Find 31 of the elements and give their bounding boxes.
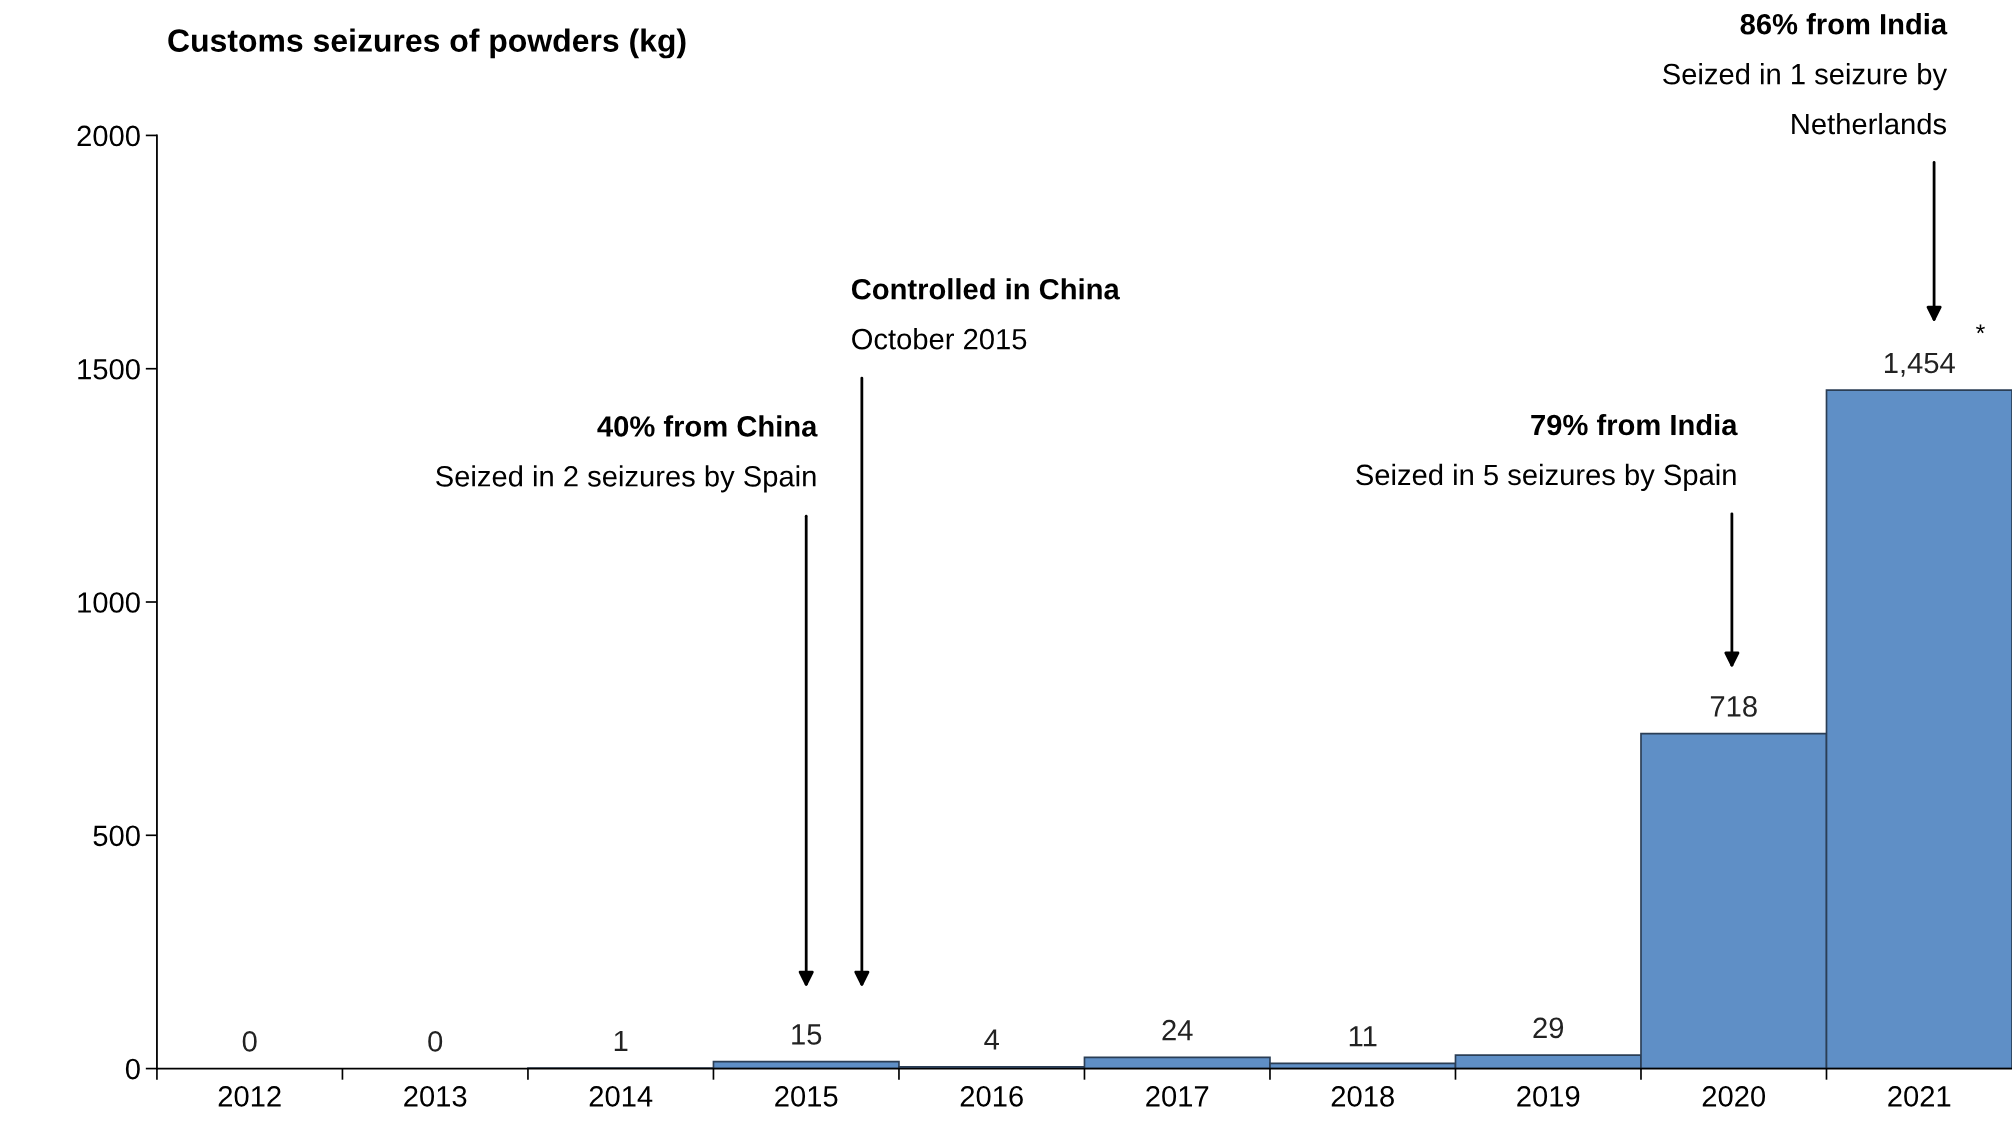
data-label: 15 (792, 1024, 822, 1045)
x-tick-label: 2020 (1702, 1086, 1766, 1107)
x-tick-label: 2019 (1517, 1086, 1580, 1107)
annotation: Controlled in China October 2015 (851, 278, 1120, 350)
x-tick-label: 2014 (589, 1086, 653, 1107)
text: 86% from India Seized in 1 seizure by Netherlands (1663, 13, 1948, 135)
y-tick-label: 0 (125, 1058, 140, 1080)
x-tick-label: 2013 (404, 1086, 467, 1107)
x-tick-label: 2021 (1888, 1086, 1951, 1107)
data-label: 718 (1710, 696, 1757, 717)
annotation: 40% from China Seized in 2 seizures by Spain (436, 415, 818, 493)
data-label: 24 (1162, 1019, 1193, 1041)
annotation: * (1976, 324, 1985, 334)
x-tick-label: 2016 (960, 1086, 1023, 1107)
y-tick-label: 1500 (78, 358, 140, 380)
data-label: 1,454 (1884, 352, 1955, 377)
y-tick-label: 2000 (77, 125, 140, 147)
x-tick-label: 2012 (218, 1086, 281, 1107)
data-label: 11 (1349, 1026, 1377, 1047)
x-tick-label: 2015 (775, 1086, 838, 1107)
data-label: 0 (242, 1031, 257, 1052)
chart-title: Customs seizures of powders (kg) (168, 28, 686, 59)
y-tick-label: 1000 (78, 592, 140, 613)
y-tick-label: 500 (93, 825, 140, 847)
data-label: 29 (1533, 1017, 1564, 1039)
x-tick-label: 2017 (1146, 1086, 1209, 1107)
data-label: 1 (614, 1030, 628, 1051)
annotation: 79% from India Seized in 5 seizures by Spain (1356, 413, 1738, 492)
data-label: 4 (984, 1029, 999, 1050)
data-label: 0 (428, 1031, 443, 1052)
x-tick-label: 2018 (1331, 1086, 1394, 1107)
